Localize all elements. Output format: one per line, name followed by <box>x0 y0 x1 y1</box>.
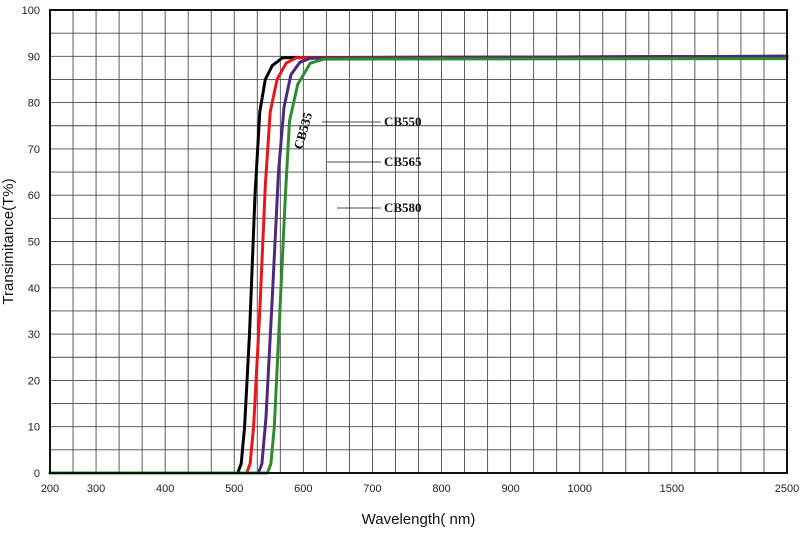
y-tick-label: 100 <box>22 5 40 17</box>
y-tick-label: 10 <box>28 422 40 434</box>
y-tick-label: 80 <box>28 98 40 110</box>
x-tick-label: 300 <box>87 483 105 495</box>
annotation-cb580: CB580 <box>384 200 422 215</box>
tick-labels: 200 300 400 500 600 700 800 900 1000 1500 2500 0 10 2… <box>22 5 800 495</box>
x-tick-label: 800 <box>432 483 450 495</box>
y-tick-label: 40 <box>28 283 40 295</box>
series-line-cb550 <box>48 54 789 475</box>
grid <box>50 10 787 473</box>
y-tick-label: 30 <box>28 329 40 341</box>
series-line-cb535 <box>48 54 789 475</box>
x-tick-label: 200 <box>41 483 59 495</box>
x-tick-label: 400 <box>156 483 174 495</box>
annotation-cb550: CB550 <box>384 114 422 129</box>
x-tick-label: 900 <box>501 483 519 495</box>
plot-frame <box>49 9 788 474</box>
y-axis-title: Transimitance(T%) <box>0 178 17 304</box>
y-tick-label: 70 <box>28 144 40 156</box>
annotation-cb565: CB565 <box>384 154 422 169</box>
x-axis-title: Wavelength( nm) <box>362 511 476 528</box>
annotation-cb535: CB535 <box>290 110 315 151</box>
x-tick-label: 600 <box>294 483 312 495</box>
y-tick-label: 60 <box>28 190 40 202</box>
y-tick-label: 0 <box>34 468 40 480</box>
series-group <box>48 54 789 475</box>
series-line-cb565 <box>48 54 789 475</box>
x-tick-label: 1000 <box>567 483 591 495</box>
x-tick-label: 2500 <box>775 483 799 495</box>
y-tick-label: 90 <box>28 51 40 63</box>
x-tick-label: 1500 <box>660 483 684 495</box>
series-line-cb580 <box>48 57 789 475</box>
x-tick-label: 500 <box>225 483 243 495</box>
y-tick-label: 20 <box>28 375 40 387</box>
y-tick-label: 50 <box>28 237 40 249</box>
curve-annotations: CB535 CB550 CB565 CB580 <box>290 110 422 215</box>
x-tick-label: 700 <box>363 483 381 495</box>
